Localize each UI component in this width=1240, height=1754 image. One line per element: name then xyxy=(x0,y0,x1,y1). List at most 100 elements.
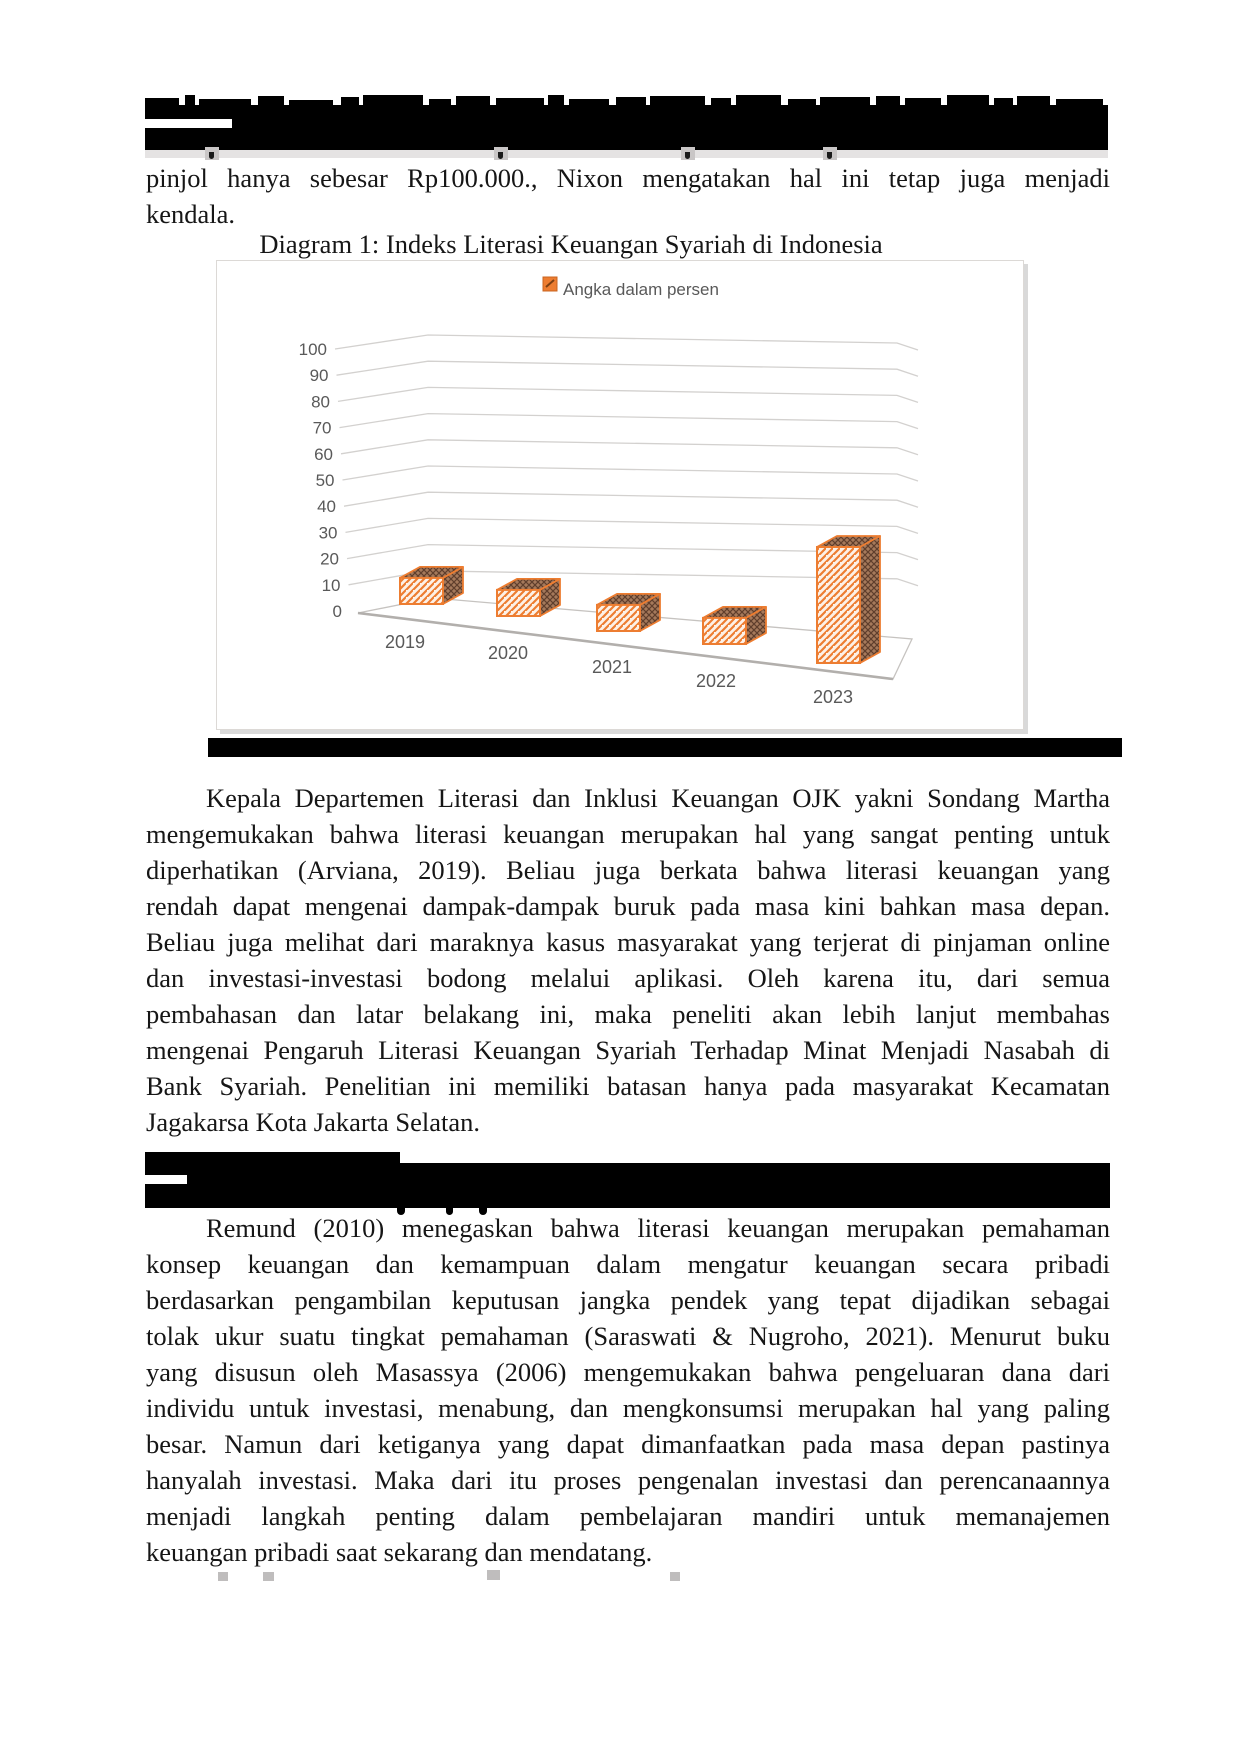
redaction-edge-fragment xyxy=(905,98,941,107)
scan-artifact xyxy=(218,1572,228,1581)
redaction-edge-fragment xyxy=(1056,99,1103,107)
redaction-highlight-strip xyxy=(145,147,1108,160)
y-axis-tick-label: 50 xyxy=(316,471,335,490)
redaction-edge-fragment xyxy=(548,95,564,107)
bar-front-face xyxy=(496,588,541,617)
top-redaction-torn-edge xyxy=(145,94,1108,107)
y-axis-tick-label: 20 xyxy=(320,550,339,569)
bar-2020 xyxy=(496,577,561,617)
bar-2019 xyxy=(399,565,464,605)
gridline xyxy=(336,360,919,377)
redaction-descender-artifact xyxy=(823,147,837,160)
text-line: mengenai Pengaruh Literasi Keuangan Syar… xyxy=(146,1035,1110,1065)
redaction-edge-fragment xyxy=(496,98,544,107)
bar-2022 xyxy=(702,605,767,645)
redaction-edge-fragment xyxy=(145,98,179,107)
section-heading-redaction-gap xyxy=(145,1175,187,1184)
text-line: besar. Namun dari ketiganya yang dapat d… xyxy=(146,1429,1110,1459)
text-line: yang disusun oleh Masassya (2006) mengem… xyxy=(146,1357,1110,1387)
gridline xyxy=(342,465,919,482)
bar-2023 xyxy=(816,535,881,664)
redaction-edge-fragment xyxy=(711,98,731,107)
gridline xyxy=(340,439,919,456)
text-line: pinjol hanya sebesar Rp100.000., Nixon m… xyxy=(146,163,1110,193)
text-line: Beliau juga melihat dari maraknya kasus … xyxy=(146,927,1110,957)
gridline xyxy=(343,491,919,508)
redaction-edge-fragment xyxy=(341,97,359,107)
redaction-edge-fragment xyxy=(1017,96,1050,107)
redaction-edge-fragment xyxy=(569,99,609,107)
gridline xyxy=(337,386,919,404)
redaction-edge-fragment xyxy=(185,95,195,107)
redaction-edge-fragment xyxy=(994,98,1013,107)
scan-artifact xyxy=(487,1570,500,1580)
section-heading-redaction-top xyxy=(145,1152,400,1163)
redaction-descender-artifact xyxy=(479,1208,487,1215)
text-line: pembahasan dan latar belakang ini, maka … xyxy=(146,999,1110,1029)
text-line: menjadi langkah penting dalam pembelajar… xyxy=(146,1501,1110,1531)
gridline xyxy=(334,334,919,351)
top-redaction-block xyxy=(145,105,1108,150)
text-line: tolak ukur suatu tingkat pemahaman (Sara… xyxy=(146,1321,1110,1351)
gridline xyxy=(339,412,919,430)
redaction-edge-fragment xyxy=(736,95,781,107)
redaction-descender-artifact xyxy=(494,147,508,160)
redaction-descender-artifact xyxy=(397,1208,405,1215)
literacy-index-3d-bar-chart: Angka dalam persen 100908070605040302010… xyxy=(299,276,919,707)
redaction-edge-fragment xyxy=(456,96,490,107)
redaction-edge-fragment xyxy=(199,99,251,107)
y-axis-tick-label: 60 xyxy=(314,445,333,464)
bar-front-face xyxy=(702,616,747,645)
redaction-edge-fragment xyxy=(363,95,423,107)
redaction-edge-fragment xyxy=(289,100,333,107)
text-line: diperhatikan (Arviana, 2019). Beliau jug… xyxy=(146,855,1110,885)
text-line: dan investasi-investasi bodong melalui a… xyxy=(146,963,1110,993)
bar-series xyxy=(399,535,881,664)
redaction-edge-fragment xyxy=(788,99,816,107)
text-line: Bank Syariah. Penelitian ini memiliki ba… xyxy=(146,1071,1110,1101)
redaction-edge-fragment xyxy=(258,96,284,107)
text-line: Kepala Departemen Literasi dan Inklusi K… xyxy=(206,783,1110,813)
bar-front-face xyxy=(816,546,861,664)
gridlines xyxy=(334,334,919,587)
redaction-edge-fragment xyxy=(876,96,900,107)
text-line: berdasarkan pengambilan keputusan jangka… xyxy=(146,1285,1110,1315)
redaction-edge-fragment xyxy=(820,97,870,107)
redaction-descender-artifact xyxy=(446,1208,453,1215)
y-axis-tick-label: 100 xyxy=(299,340,327,359)
x-axis-category-labels: 2019 2020 2021 2022 2023 xyxy=(385,632,853,707)
section-heading-redaction-main xyxy=(145,1163,1110,1208)
y-axis-tick-label: 90 xyxy=(310,366,329,385)
bar-side-face xyxy=(859,535,881,664)
figure-source-redaction-bar xyxy=(208,738,1122,757)
chart-legend: Angka dalam persen xyxy=(542,276,719,299)
redaction-descender-artifact xyxy=(681,147,695,160)
y-axis-tick-label: 80 xyxy=(311,392,330,411)
text-line: Jagakarsa Kota Jakarta Selatan. xyxy=(146,1107,481,1137)
x-axis-category-label: 2022 xyxy=(696,671,736,691)
text-line: kendala. xyxy=(146,199,236,229)
text-line: hanyalah investasi. Maka dari itu proses… xyxy=(146,1465,1110,1495)
top-redaction-line-gap xyxy=(145,119,232,128)
text-line: konsep keuangan dan kemampuan dalam meng… xyxy=(146,1249,1110,1279)
figure-chart-area: Angka dalam persen 100 90 80 70 60 50 40 30 20 10… xyxy=(216,260,1024,730)
gridline xyxy=(348,570,919,587)
redaction-edge-fragment xyxy=(650,96,705,107)
redaction-edge-fragment xyxy=(616,97,646,107)
x-axis-category-label: 2019 xyxy=(385,632,425,652)
redaction-edge-fragment xyxy=(947,95,989,107)
remund-paragraph: Remund (2010) menegaskan bahwa literasi … xyxy=(146,1210,1110,1570)
scan-artifact xyxy=(263,1572,274,1581)
text-line: rendah dapat mengenai dampak-dampak buru… xyxy=(146,891,1110,921)
y-axis-tick-label: 30 xyxy=(319,523,338,542)
scan-artifact xyxy=(670,1572,680,1581)
x-axis-category-label: 2021 xyxy=(592,657,632,677)
figure-caption: Diagram 1: Indeks Literasi Keuangan Syar… xyxy=(259,229,883,259)
x-axis-category-label: 2023 xyxy=(813,687,853,707)
y-axis-tick-label: 70 xyxy=(313,419,332,438)
gridline xyxy=(346,543,919,561)
y-axis-tick-label: 0 xyxy=(333,602,342,621)
intro-paragraph: pinjol hanya sebesar Rp100.000., Nixon m… xyxy=(146,160,1110,232)
redaction-edge-fragment xyxy=(429,99,451,107)
